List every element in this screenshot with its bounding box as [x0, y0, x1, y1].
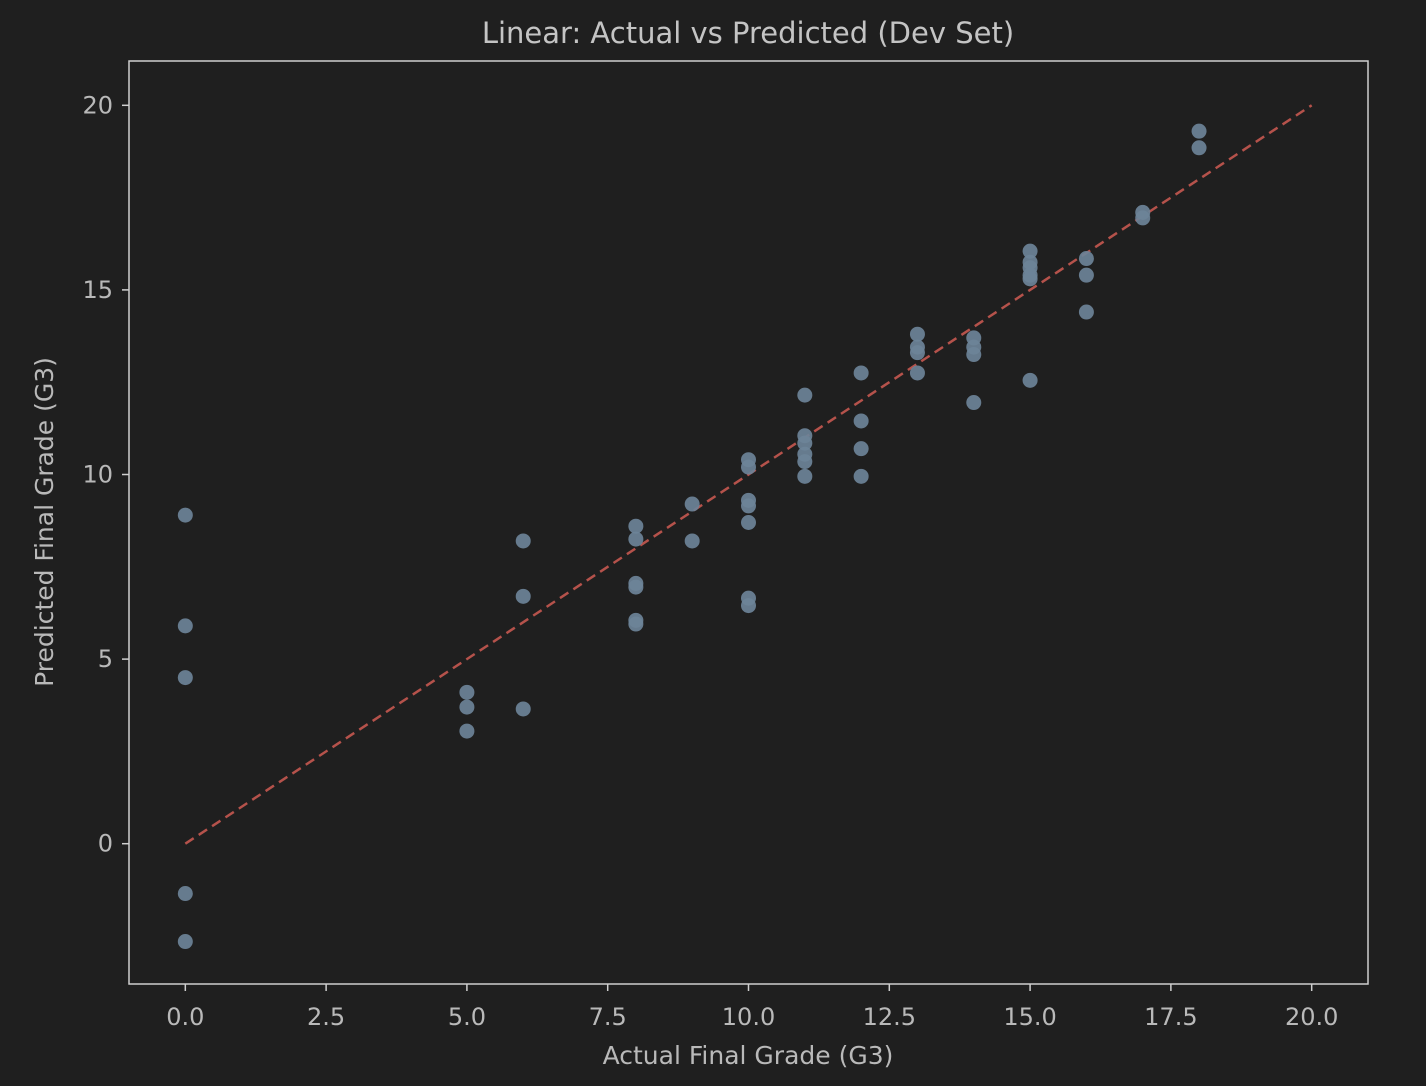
data-point: [741, 598, 756, 614]
data-point: [909, 345, 925, 361]
data-point: [628, 518, 644, 534]
data-point: [628, 531, 644, 547]
data-point: [628, 616, 644, 632]
data-point: [459, 684, 475, 700]
data-point: [628, 579, 644, 595]
data-point: [1135, 210, 1151, 226]
x-axis: 0.0 2.5 5.0 7.5 10.0 12.5 15.0 17.5 20.0: [166, 984, 1338, 1031]
data-point: [909, 326, 925, 342]
data-points: [177, 123, 1207, 950]
x-tick-label: 17.5: [1144, 1003, 1197, 1031]
data-point: [741, 498, 756, 514]
data-point: [797, 435, 813, 451]
data-point: [1191, 123, 1207, 139]
data-point: [515, 701, 531, 717]
x-tick-label: 15.0: [1003, 1003, 1056, 1031]
data-point: [797, 454, 813, 470]
data-point: [684, 496, 700, 512]
data-point: [966, 347, 982, 363]
data-point: [459, 699, 475, 715]
data-point: [177, 618, 193, 634]
data-point: [1022, 243, 1038, 259]
data-point: [177, 670, 193, 686]
x-tick-label: 0.0: [166, 1003, 204, 1031]
x-tick-label: 20.0: [1285, 1003, 1338, 1031]
data-point: [1022, 271, 1038, 287]
x-tick-label: 2.5: [307, 1003, 345, 1031]
data-point: [797, 468, 813, 484]
data-point: [741, 515, 756, 530]
data-point: [909, 365, 925, 381]
y-tick-label: 15: [82, 276, 113, 304]
x-tick-label: 7.5: [589, 1003, 627, 1031]
data-point: [853, 468, 869, 484]
y-tick-label: 0: [98, 830, 113, 858]
data-point: [515, 533, 531, 549]
data-point: [1078, 251, 1094, 267]
y-tick-label: 10: [82, 461, 113, 489]
data-point: [1022, 372, 1038, 388]
x-tick-label: 10.0: [722, 1003, 775, 1031]
data-point: [177, 886, 193, 902]
data-point: [853, 365, 869, 381]
data-point: [853, 413, 869, 429]
y-axis-title: Predicted Final Grade (G3): [30, 357, 59, 687]
data-point: [515, 588, 531, 604]
chart-title: Linear: Actual vs Predicted (Dev Set): [482, 16, 1014, 50]
y-tick-label: 20: [82, 91, 113, 119]
x-tick-label: 5.0: [448, 1003, 486, 1031]
x-axis-title: Actual Final Grade (G3): [603, 1041, 894, 1070]
data-point: [459, 723, 475, 739]
data-point: [684, 533, 700, 549]
data-point: [741, 459, 756, 475]
data-point: [1078, 304, 1094, 320]
x-tick-label: 12.5: [863, 1003, 916, 1031]
data-point: [177, 934, 193, 950]
data-point: [1191, 140, 1207, 156]
data-point: [966, 395, 982, 411]
data-point: [797, 387, 813, 403]
y-tick-label: 5: [98, 645, 113, 673]
data-point: [853, 441, 869, 457]
plot-area: 0.0 2.5 5.0 7.5 10.0 12.5 15.0 17.5 20.0 0 5 10 15 2…: [82, 60, 1369, 1031]
data-point: [1078, 267, 1094, 283]
data-point: [177, 507, 193, 523]
y-axis: 0 5 10 15 20: [82, 91, 129, 858]
